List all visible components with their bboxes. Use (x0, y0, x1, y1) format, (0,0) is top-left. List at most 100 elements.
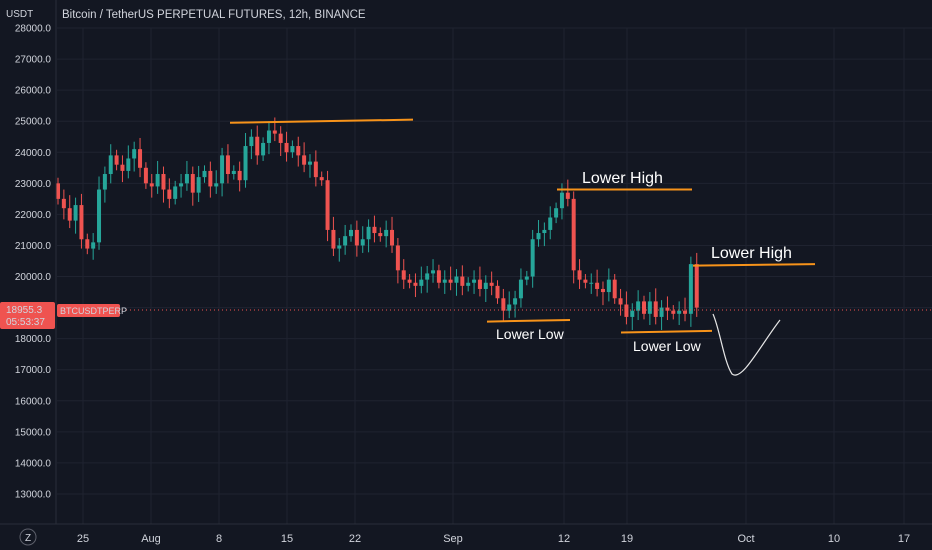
candle-body (284, 142, 289, 153)
candle-body (349, 229, 353, 237)
candle-body (307, 161, 312, 165)
candle-body (677, 310, 682, 314)
candle-body (460, 276, 465, 286)
candle-body (472, 279, 477, 283)
candles (56, 117, 699, 330)
candle-body (536, 233, 541, 240)
time-tick-label: 17 (898, 533, 910, 545)
candle-body (425, 273, 430, 280)
price-axis[interactable] (0, 0, 56, 550)
time-tick-label: Oct (737, 533, 754, 545)
candle-body (220, 155, 225, 184)
candle-body (190, 174, 195, 193)
candle-body (366, 226, 371, 240)
candle-body (184, 174, 189, 184)
candle-body (589, 282, 594, 284)
candle-body (513, 298, 518, 305)
candle-body (343, 236, 348, 246)
candle-body (518, 279, 523, 299)
symbol-tag-bg (57, 304, 120, 317)
price-tick-label: 18000.0 (15, 334, 52, 345)
candle-body (524, 276, 529, 280)
candle-body (653, 301, 658, 317)
price-tick-label: 20000.0 (15, 272, 52, 283)
candle-body (571, 198, 576, 271)
candle-body (120, 164, 125, 171)
candle-body (501, 298, 506, 311)
candle-body (354, 229, 359, 246)
candle-body (489, 282, 494, 286)
candle-body (583, 279, 588, 283)
candle-body (642, 301, 646, 314)
candle-body (683, 310, 688, 314)
candle-body (624, 304, 629, 317)
annotation-lines (229, 118, 816, 334)
annotation-lower-high-1: Lower High (582, 170, 663, 187)
price-tick-label: 28000.0 (15, 24, 52, 35)
candle-body (647, 301, 652, 314)
candle-body (688, 264, 693, 314)
candle-body (261, 142, 266, 156)
candle-body (278, 133, 283, 143)
candle-body (149, 183, 154, 187)
annotation-lower-low-1: Lower Low (496, 326, 565, 342)
candle-body (91, 242, 96, 249)
candle-body (97, 189, 102, 243)
candle-body (413, 282, 418, 286)
time-tick-label: 10 (828, 533, 840, 545)
candle-body (442, 279, 447, 283)
current-price-value: 18955.3 (6, 305, 43, 316)
annotation-line (620, 329, 713, 334)
candle-body (360, 239, 365, 246)
candle-body (231, 170, 236, 175)
candle-body (79, 205, 84, 240)
candle-body (173, 186, 178, 199)
time-tick-label: 19 (621, 533, 633, 545)
candle-body (401, 270, 406, 280)
time-tick-label: 22 (349, 533, 361, 545)
price-tick-label: 21000.0 (15, 241, 52, 252)
candle-body (138, 149, 143, 168)
candle-body (483, 282, 488, 289)
candle-body (161, 174, 166, 190)
candle-body (554, 208, 559, 218)
annotation-line (486, 319, 571, 323)
candle-body (600, 288, 605, 293)
time-tick-label: Sep (443, 533, 463, 545)
annotation-lower-high-2: Lower High (711, 245, 792, 262)
candle-body (378, 233, 383, 237)
candle-body (266, 130, 271, 143)
price-tick-label: 25000.0 (15, 117, 52, 128)
candle-body (67, 208, 72, 221)
time-tick-label: 12 (558, 533, 570, 545)
time-axis-ticks[interactable]: 25 Aug 8 15 22 Sep 12 19 Oct 10 17 (77, 533, 910, 545)
candle-body (507, 304, 512, 311)
price-tick-label: 23000.0 (15, 179, 52, 190)
candle-body (73, 205, 78, 221)
time-tick-label: 15 (281, 533, 293, 545)
candle-body (419, 279, 424, 286)
candle-body (565, 192, 570, 199)
candle-body (477, 279, 482, 289)
candle-body (372, 226, 377, 234)
candle-body (337, 245, 342, 249)
candle-body (325, 180, 330, 230)
candle-body (448, 279, 453, 283)
price-tick-label: 16000.0 (15, 396, 52, 407)
symbol-tag: BTCUSDTPERP (60, 306, 127, 316)
candle-body (179, 183, 184, 187)
timezone-badge[interactable] (19, 528, 37, 546)
candle-body (61, 198, 66, 209)
candle-body (548, 217, 553, 230)
annotation-line (229, 118, 414, 124)
candle-body (466, 282, 471, 286)
candle-body (630, 310, 635, 317)
candle-body (407, 279, 412, 283)
candle-body (313, 161, 318, 178)
candle-body (319, 177, 324, 181)
annotation-lower-low-2: Lower Low (633, 338, 702, 354)
candle-body (85, 239, 90, 249)
price-tick-label: 15000.0 (15, 427, 52, 438)
current-price-label-bg (0, 302, 55, 329)
